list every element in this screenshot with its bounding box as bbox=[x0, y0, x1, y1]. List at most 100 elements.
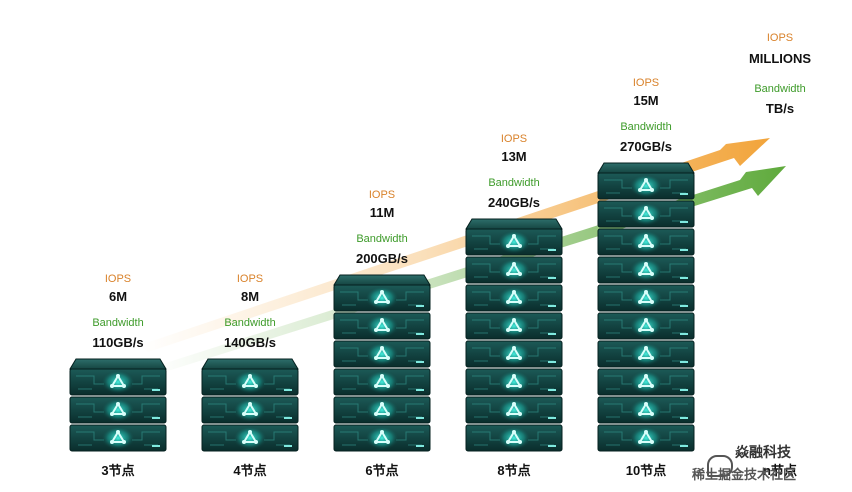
server-unit bbox=[465, 256, 563, 284]
recycle-icon bbox=[638, 318, 654, 332]
server-unit bbox=[597, 228, 695, 256]
server-unit bbox=[465, 284, 563, 312]
final-iops-value: MILLIONS bbox=[748, 51, 812, 66]
stack-top-cap bbox=[333, 274, 431, 286]
bandwidth-value: 240GB/s bbox=[487, 195, 541, 210]
recycle-icon bbox=[506, 402, 522, 416]
iops-value: 11M bbox=[369, 205, 395, 220]
iops-label: IOPS bbox=[368, 189, 396, 201]
recycle-icon bbox=[110, 430, 126, 444]
server-unit bbox=[597, 172, 695, 200]
server-unit bbox=[69, 368, 167, 396]
bandwidth-label: Bandwidth bbox=[620, 121, 672, 133]
server-unit bbox=[597, 396, 695, 424]
recycle-icon bbox=[506, 262, 522, 276]
final-node-count-label: n节点 bbox=[763, 463, 797, 478]
wechat-icon bbox=[707, 455, 733, 477]
final-iops-label: IOPS bbox=[766, 32, 794, 44]
recycle-icon bbox=[374, 290, 390, 304]
recycle-icon bbox=[638, 234, 654, 248]
server-unit bbox=[465, 396, 563, 424]
server-stack-s3 bbox=[69, 358, 167, 452]
server-unit bbox=[465, 424, 563, 452]
recycle-icon bbox=[374, 346, 390, 360]
server-unit bbox=[597, 284, 695, 312]
stack-top-cap bbox=[597, 162, 695, 174]
recycle-icon bbox=[374, 430, 390, 444]
node-count-label: 10节点 bbox=[625, 463, 667, 478]
server-unit bbox=[333, 284, 431, 312]
recycle-icon bbox=[506, 430, 522, 444]
watermark-brand: 焱融科技 bbox=[735, 445, 791, 461]
server-stack-s10 bbox=[597, 162, 695, 452]
final-bandwidth-label: Bandwidth bbox=[754, 83, 806, 95]
node-count-label: 6节点 bbox=[365, 463, 399, 478]
server-unit bbox=[333, 396, 431, 424]
bandwidth-label: Bandwidth bbox=[356, 233, 408, 245]
server-unit bbox=[465, 340, 563, 368]
iops-value: 8M bbox=[240, 289, 260, 304]
server-unit bbox=[597, 368, 695, 396]
recycle-icon bbox=[110, 402, 126, 416]
server-stack-s6 bbox=[333, 274, 431, 452]
recycle-icon bbox=[374, 374, 390, 388]
recycle-icon bbox=[242, 402, 258, 416]
recycle-icon bbox=[110, 374, 126, 388]
node-count-label: 3节点 bbox=[101, 463, 135, 478]
node-count-label: 4节点 bbox=[233, 463, 267, 478]
stack-top-cap bbox=[69, 358, 167, 370]
recycle-icon bbox=[506, 290, 522, 304]
server-unit bbox=[333, 368, 431, 396]
recycle-icon bbox=[506, 234, 522, 248]
recycle-icon bbox=[506, 374, 522, 388]
server-unit bbox=[201, 396, 299, 424]
bandwidth-value: 140GB/s bbox=[223, 335, 277, 350]
recycle-icon bbox=[242, 430, 258, 444]
bandwidth-label: Bandwidth bbox=[92, 317, 144, 329]
final-bandwidth-value: TB/s bbox=[765, 101, 795, 116]
recycle-icon bbox=[638, 178, 654, 192]
stack-top-cap bbox=[201, 358, 299, 370]
server-unit bbox=[597, 256, 695, 284]
recycle-icon bbox=[638, 206, 654, 220]
recycle-icon bbox=[506, 346, 522, 360]
recycle-icon bbox=[638, 374, 654, 388]
recycle-icon bbox=[638, 402, 654, 416]
recycle-icon bbox=[638, 430, 654, 444]
iops-value: 6M bbox=[108, 289, 128, 304]
server-unit bbox=[597, 424, 695, 452]
iops-label: IOPS bbox=[632, 77, 660, 89]
bandwidth-label: Bandwidth bbox=[224, 317, 276, 329]
server-unit bbox=[465, 228, 563, 256]
server-unit bbox=[69, 424, 167, 452]
iops-value: 13M bbox=[501, 149, 527, 164]
bandwidth-value: 270GB/s bbox=[619, 139, 673, 154]
recycle-icon bbox=[638, 262, 654, 276]
recycle-icon bbox=[242, 374, 258, 388]
server-unit bbox=[201, 368, 299, 396]
recycle-icon bbox=[638, 346, 654, 360]
recycle-icon bbox=[506, 318, 522, 332]
server-unit bbox=[333, 312, 431, 340]
server-unit bbox=[597, 340, 695, 368]
recycle-icon bbox=[638, 290, 654, 304]
server-stack-s4 bbox=[201, 358, 299, 452]
recycle-icon bbox=[374, 402, 390, 416]
recycle-icon bbox=[374, 318, 390, 332]
bandwidth-value: 200GB/s bbox=[355, 251, 409, 266]
iops-label: IOPS bbox=[104, 273, 132, 285]
server-stack-s8 bbox=[465, 218, 563, 452]
server-unit bbox=[465, 368, 563, 396]
server-unit bbox=[333, 340, 431, 368]
bandwidth-value: 110GB/s bbox=[92, 335, 144, 350]
bandwidth-label: Bandwidth bbox=[488, 177, 540, 189]
iops-value: 15M bbox=[633, 93, 659, 108]
node-count-label: 8节点 bbox=[497, 463, 531, 478]
server-unit bbox=[201, 424, 299, 452]
server-unit bbox=[465, 312, 563, 340]
server-unit bbox=[333, 424, 431, 452]
server-unit bbox=[69, 396, 167, 424]
stack-top-cap bbox=[465, 218, 563, 230]
iops-label: IOPS bbox=[236, 273, 264, 285]
